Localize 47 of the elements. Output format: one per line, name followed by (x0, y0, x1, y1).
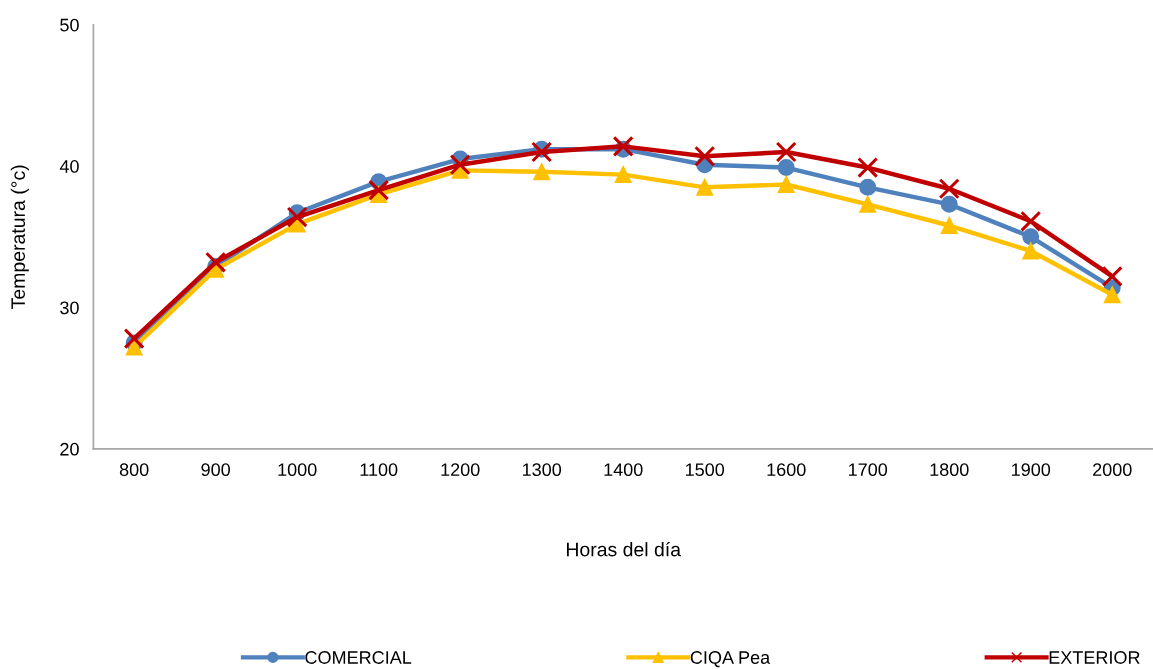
point (531, 141, 553, 163)
y-tick-label: 50 (60, 18, 79, 32)
point (123, 328, 145, 350)
point (859, 195, 877, 213)
x-tick-label: 1700 (849, 463, 888, 477)
legend-label: CIQA Pea (690, 651, 771, 668)
point (696, 178, 714, 196)
point (368, 179, 390, 201)
point (1020, 210, 1042, 232)
y-tick-label: 40 (59, 160, 79, 173)
x-tick-label: 1400 (604, 463, 643, 477)
x-tick-label: 1600 (767, 463, 806, 477)
x-tick-label: 1800 (930, 463, 969, 477)
point (859, 178, 877, 196)
point (1101, 265, 1123, 287)
point (938, 178, 960, 200)
point (857, 156, 879, 179)
y-tick-label: 20 (60, 442, 79, 456)
point (612, 135, 634, 157)
point (449, 154, 471, 176)
x-tick-label: 1200 (441, 463, 480, 477)
point (940, 217, 958, 234)
point (286, 206, 308, 228)
point (1022, 228, 1040, 246)
x-tick-label: 1100 (360, 463, 398, 477)
x-tick-label: 1900 (1012, 463, 1051, 477)
point (1103, 286, 1121, 304)
x-tick-label: 800 (119, 463, 149, 477)
x-tick-label: 1300 (522, 463, 562, 477)
x-tick-label: 2000 (1093, 463, 1132, 477)
point (533, 163, 551, 181)
point (775, 141, 797, 163)
point (777, 159, 795, 177)
legend-label: COMERCIAL (305, 651, 412, 664)
x-tick-label: 900 (201, 463, 231, 477)
point (205, 251, 227, 273)
legend-label: EXTERIOR (1049, 651, 1140, 664)
x-tick-label: 1500 (686, 463, 725, 477)
point (694, 145, 716, 167)
y-tick-label: 30 (60, 301, 79, 315)
point (940, 195, 958, 213)
x-axis-title: Horas del día (566, 541, 682, 557)
point (614, 166, 632, 184)
point (777, 176, 795, 193)
x-tick-label: 1000 (278, 463, 317, 477)
y-axis-title: Temperatura (°c) (10, 165, 29, 309)
point (1022, 242, 1040, 260)
